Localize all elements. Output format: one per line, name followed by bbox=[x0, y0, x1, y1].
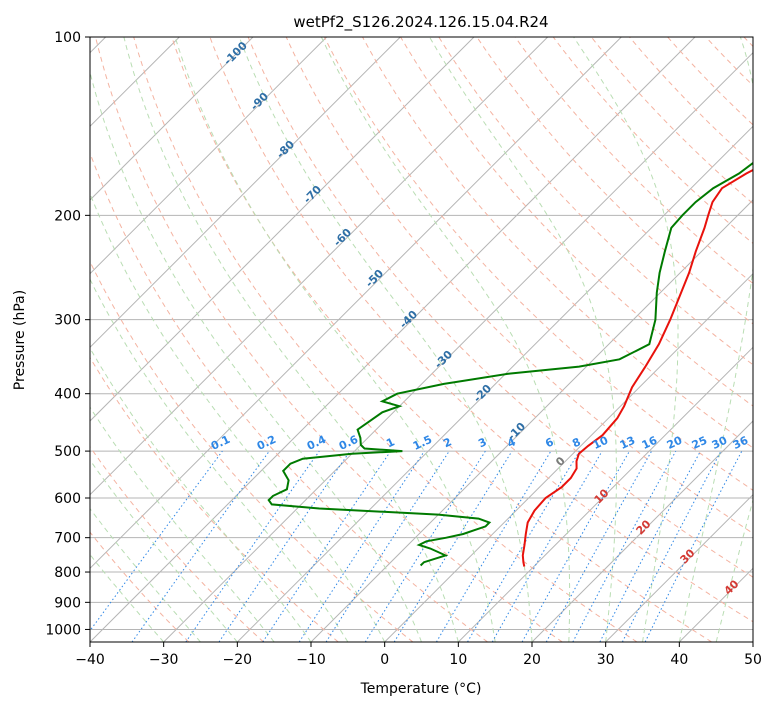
dry-adiabat-line bbox=[247, 37, 753, 578]
mixing-ratio-line bbox=[185, 450, 320, 642]
mixing-ratio-label: 36 bbox=[731, 434, 751, 452]
y-tick-label: 900 bbox=[54, 595, 81, 611]
mixing-ratio-line bbox=[393, 450, 513, 642]
moist-adiabat-line bbox=[90, 192, 386, 642]
y-tick-label: 700 bbox=[54, 531, 81, 547]
x-tick-label: 10 bbox=[449, 652, 467, 668]
x-tick-label: 0 bbox=[380, 652, 389, 668]
y-tick-label: 200 bbox=[54, 208, 81, 224]
isotherm-line bbox=[90, 37, 328, 275]
moist-adiabat-line bbox=[90, 406, 275, 642]
isotherm-line bbox=[90, 37, 401, 349]
moist-adiabat-line bbox=[90, 507, 201, 642]
dry-adiabat-line bbox=[90, 260, 414, 642]
moist-adiabat-line bbox=[90, 347, 312, 642]
moist-adiabat-line bbox=[90, 70, 422, 642]
x-tick-label: 50 bbox=[744, 652, 762, 668]
mixing-ratio-line bbox=[521, 450, 630, 642]
dry-adiabat-line bbox=[90, 531, 190, 642]
dry-adiabat-line bbox=[95, 37, 563, 642]
dry-adiabat-line bbox=[90, 356, 339, 642]
moist-adiabat-line bbox=[429, 37, 617, 642]
x-tick-label: −20 bbox=[223, 652, 253, 668]
y-axis-label: Pressure (hPa) bbox=[12, 290, 28, 390]
mixing-ratio-label: 25 bbox=[690, 434, 709, 452]
isotherm-line bbox=[163, 51, 753, 642]
isotherm-line bbox=[90, 37, 254, 201]
mixing-ratio-line bbox=[262, 450, 392, 642]
profiles bbox=[267, 161, 753, 567]
isotherm-line bbox=[90, 37, 475, 422]
y-tick-label: 100 bbox=[54, 30, 81, 46]
background-lines bbox=[90, 37, 753, 642]
y-tick-label: 500 bbox=[54, 444, 81, 460]
isotherm-line bbox=[384, 272, 753, 642]
dry-adiabat-line bbox=[362, 37, 753, 449]
temperature-profile-line bbox=[521, 168, 753, 567]
dry-adiabat-line bbox=[90, 151, 488, 642]
mixing-ratio-line bbox=[90, 450, 223, 632]
isotherm-line bbox=[90, 37, 622, 570]
x-axis: −40 −30 −20 −10 0 10 20 30 40 50 bbox=[75, 642, 762, 668]
x-tick-label: −30 bbox=[149, 652, 179, 668]
isotherm-line bbox=[90, 37, 549, 496]
dry-adiabat-line bbox=[209, 37, 753, 623]
x-tick-label: 30 bbox=[597, 652, 615, 668]
x-tick-label: 40 bbox=[670, 652, 688, 668]
mixing-ratio-line bbox=[572, 450, 677, 642]
dry-adiabat-line bbox=[171, 37, 712, 642]
x-tick-label: −40 bbox=[75, 652, 105, 668]
mixing-ratio-line bbox=[298, 450, 425, 642]
dry-adiabat-line bbox=[90, 445, 264, 642]
mixing-ratio-line bbox=[644, 450, 743, 642]
y-tick-label: 800 bbox=[54, 565, 81, 581]
isotherm-line bbox=[605, 493, 753, 642]
isotherm-line bbox=[457, 346, 753, 642]
mixing-ratio-line bbox=[131, 450, 270, 642]
y-tick-label: 1000 bbox=[45, 622, 81, 638]
chart-title: wetPf2_S126.2024.126.15.04.R24 bbox=[293, 13, 548, 32]
moist-adiabat-line bbox=[238, 37, 533, 642]
y-axis: 100 200 300 400 500 600 700 800 900 1000 bbox=[45, 30, 90, 638]
mixing-ratio-label: 13 bbox=[618, 434, 637, 452]
dry-adiabat-line bbox=[514, 37, 753, 285]
mixing-ratio-label: 16 bbox=[640, 434, 660, 452]
x-tick-label: −10 bbox=[296, 652, 326, 668]
x-tick-label: 20 bbox=[523, 652, 541, 668]
moist-adiabat-line bbox=[90, 459, 238, 642]
mixing-ratio-line bbox=[325, 450, 450, 642]
isotherm-line bbox=[531, 420, 753, 642]
mixing-ratio-label: 20 bbox=[665, 434, 685, 452]
moist-adiabat-line bbox=[90, 553, 165, 642]
moist-adiabat-line bbox=[174, 37, 496, 642]
moist-adiabat-line bbox=[573, 37, 679, 642]
mixing-ratio-label: 10 bbox=[591, 434, 611, 452]
dry-adiabat-line bbox=[400, 37, 753, 407]
dewpoint-profile-line bbox=[267, 161, 753, 567]
moist-adiabat-line bbox=[123, 37, 459, 642]
y-tick-label: 400 bbox=[54, 387, 81, 403]
mixing-ratio-line bbox=[545, 450, 653, 642]
dry-adiabat-line bbox=[133, 37, 638, 642]
mixing-ratio-label: 30 bbox=[710, 434, 730, 452]
y-tick-label: 600 bbox=[54, 491, 81, 507]
moist-adiabat-line bbox=[90, 278, 349, 642]
y-tick-label: 300 bbox=[54, 313, 81, 329]
isotherm-line bbox=[236, 125, 753, 642]
plot-frame bbox=[89, 36, 754, 643]
x-axis-label: Temperature (°C) bbox=[360, 681, 482, 697]
mixing-ratio-line bbox=[218, 450, 351, 642]
